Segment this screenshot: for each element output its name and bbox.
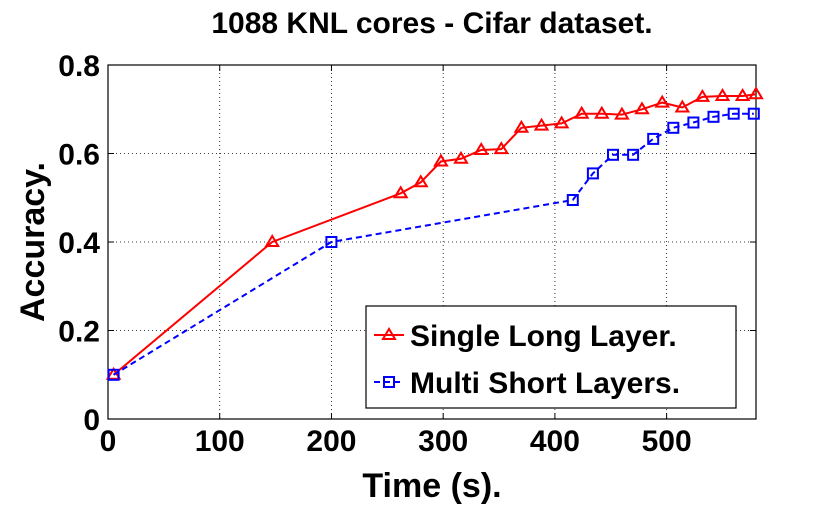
data-point-single-long-layer <box>473 142 489 155</box>
y-tick-label: 0.2 <box>58 316 100 349</box>
data-point-multi-short-layers <box>566 194 579 206</box>
data-point-single-long-layer <box>714 88 731 101</box>
data-point-single-long-layer <box>634 101 650 115</box>
data-point-single-long-layer <box>594 105 610 119</box>
data-point-single-long-layer <box>553 115 570 129</box>
x-tick-label: 200 <box>306 425 356 458</box>
x-tick-label: 400 <box>530 425 580 458</box>
y-tick-label: 0 <box>83 404 100 437</box>
data-point-single-long-layer <box>654 94 670 108</box>
legend-label-single-long-layer: Single Long Layer. <box>410 320 677 353</box>
series-line-multi-short-layers <box>113 112 754 376</box>
x-tick-label: 300 <box>418 425 468 458</box>
axis-ticks: 0 100 200 300 400 500 0 0.2 0.4 0.6 0.8 <box>58 50 756 458</box>
data-point-single-long-layer <box>493 141 510 155</box>
y-axis-label: Accuracy. <box>14 162 52 322</box>
data-point-single-long-layer <box>694 88 711 102</box>
data-point-multi-short-layers <box>667 121 680 134</box>
data-point-single-long-layer <box>573 105 590 119</box>
data-point-single-long-layer <box>453 150 469 164</box>
data-point-single-long-layer <box>614 106 630 120</box>
data-point-single-long-layer <box>513 119 530 133</box>
series-layer <box>105 86 764 381</box>
chart-title: 1088 KNL cores - Cifar dataset. <box>211 7 652 40</box>
data-point-single-long-layer <box>734 88 751 101</box>
data-point-multi-short-layers <box>627 148 640 161</box>
data-point-single-long-layer <box>392 185 409 199</box>
data-point-multi-short-layers <box>747 107 760 120</box>
x-tick-label: 0 <box>100 425 117 458</box>
data-point-multi-short-layers <box>727 107 740 120</box>
legend: Single Long Layer. Multi Short Layers. <box>365 305 737 409</box>
y-tick-label: 0.8 <box>58 50 100 83</box>
data-point-single-long-layer <box>674 99 691 113</box>
y-tick-label: 0.6 <box>58 139 100 172</box>
data-point-multi-short-layers <box>647 132 660 145</box>
legend-marker-triangle <box>381 327 397 340</box>
y-tick-label: 0.4 <box>58 227 100 260</box>
data-point-single-long-layer <box>748 86 764 100</box>
x-tick-label: 500 <box>642 425 692 458</box>
legend-box <box>365 305 737 409</box>
data-point-single-long-layer <box>533 117 550 131</box>
data-point-multi-short-layers <box>687 116 700 129</box>
data-point-multi-short-layers <box>607 148 619 161</box>
x-tick-label: 100 <box>195 425 245 458</box>
legend-label-multi-short-layers: Multi Short Layers. <box>410 367 680 400</box>
data-point-single-long-layer <box>413 174 429 188</box>
data-point-single-long-layer <box>264 234 280 247</box>
data-point-multi-short-layers <box>107 368 120 381</box>
data-point-single-long-layer <box>433 153 449 167</box>
x-axis-label: Time (s). <box>362 467 501 505</box>
series-single-long-layer <box>105 86 764 380</box>
series-multi-short-layers <box>107 107 760 381</box>
legend-marker-square <box>383 376 395 388</box>
data-point-multi-short-layers <box>325 236 338 248</box>
data-point-multi-short-layers <box>707 110 720 123</box>
data-point-multi-short-layers <box>586 167 599 180</box>
